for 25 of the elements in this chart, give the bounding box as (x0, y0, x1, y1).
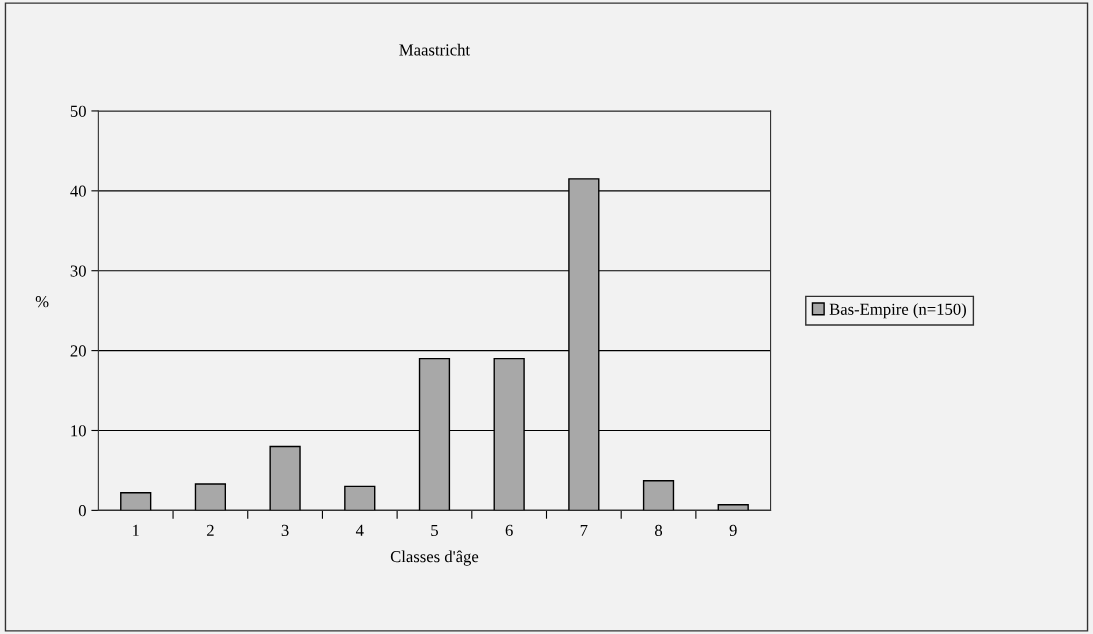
legend-label: Bas-Empire (n=150) (829, 303, 966, 319)
x-tick-label: 6 (505, 524, 513, 536)
y-tick-label: 20 (70, 345, 86, 357)
x-tick-label: 4 (355, 524, 364, 536)
bar (642, 480, 675, 511)
y-tick-label: 0 (78, 505, 86, 517)
bar (194, 483, 227, 511)
x-tick-label: 5 (431, 524, 438, 536)
y-tick-label: 40 (70, 185, 86, 197)
x-tick-label: 8 (655, 524, 663, 536)
y-tick-label: 10 (71, 425, 86, 437)
x-tick-label: 9 (729, 524, 737, 536)
bar (717, 504, 749, 511)
x-tick-label: 7 (580, 524, 588, 536)
chart-title: Maastricht (399, 43, 471, 56)
bar (344, 485, 376, 511)
y-tick-label: 50 (70, 105, 86, 117)
x-tick-label: 3 (281, 524, 289, 536)
x-tick-label: 2 (206, 524, 214, 536)
bar (120, 492, 152, 511)
y-axis-title: % (35, 296, 49, 308)
bar (269, 445, 301, 511)
y-tick-label: 30 (70, 265, 86, 277)
x-tick-label: 1 (133, 524, 139, 536)
x-axis-title: Classes d'âge (390, 550, 479, 566)
